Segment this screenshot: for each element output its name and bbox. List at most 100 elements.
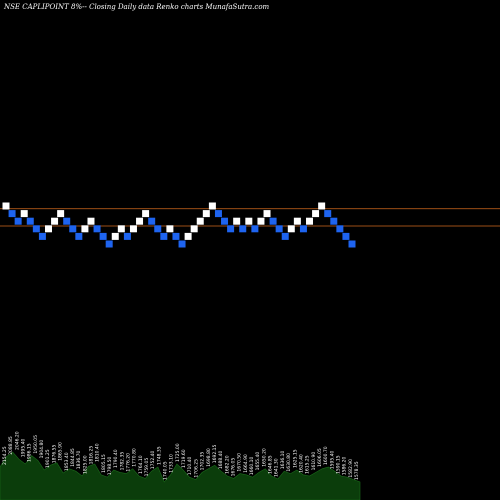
renko-brick [63, 217, 71, 225]
volume-label: 1702.35 [200, 452, 206, 471]
renko-brick [148, 217, 156, 225]
volume-label: 1606.05 [317, 448, 323, 467]
volume-label: 1748.35 [156, 446, 162, 465]
volume-label: 1865.90 [58, 442, 64, 461]
renko-brick [166, 225, 174, 233]
volume-label: 1590.15 [335, 455, 341, 474]
renko-brick [312, 210, 320, 218]
volume-label: 1620.40 [298, 454, 304, 473]
brick-group [2, 202, 356, 248]
volume-label: 1578.35 [354, 461, 360, 480]
volume-label: 1625.15 [292, 449, 298, 468]
volume-label: 1646.85 [268, 455, 274, 474]
renko-brick [20, 210, 28, 218]
volume-label: 1844.85 [70, 448, 76, 467]
volume-label: 1752.40 [150, 450, 156, 469]
volume-label: 1776.20 [126, 453, 132, 472]
volume-label: 1816.25 [88, 446, 94, 465]
volume-label: 1706.25 [193, 459, 199, 478]
volume-label: 1698.80 [206, 448, 212, 467]
volume-label: 1655.40 [255, 452, 261, 471]
volume-label: 1692.15 [212, 444, 218, 463]
volume-label: 1676.05 [230, 458, 236, 477]
renko-brick [172, 232, 180, 240]
renko-brick [2, 202, 10, 210]
renko-brick [32, 225, 40, 233]
renko-brick [318, 202, 326, 210]
volume-label: 1770.80 [132, 448, 138, 467]
renko-brick [8, 210, 16, 218]
renko-brick [269, 217, 277, 225]
renko-brick [342, 232, 350, 240]
renko-brick [251, 225, 259, 233]
renko-brick [214, 210, 222, 218]
volume-label: 2154.25 [2, 446, 8, 465]
volume-label: 1901.25 [45, 449, 51, 468]
volume-label: 1610.90 [311, 452, 317, 471]
volume-label: 1615.25 [305, 455, 311, 474]
volume-label: 1630.80 [286, 453, 292, 472]
renko-brick [26, 217, 34, 225]
renko-brick [184, 232, 192, 240]
renko-brick [208, 202, 216, 210]
renko-brick [142, 210, 150, 218]
renko-brick [136, 217, 144, 225]
renko-brick [123, 232, 131, 240]
volume-label: 1782.35 [119, 452, 125, 471]
renko-brick [330, 217, 338, 225]
renko-brick [336, 225, 344, 233]
renko-brick [293, 217, 301, 225]
renko-brick [51, 217, 59, 225]
volume-label: 1586.20 [342, 456, 348, 475]
renko-brick [299, 225, 307, 233]
volume-label: 2046.20 [14, 431, 20, 450]
renko-brick [306, 217, 314, 225]
volume-label: 2088.85 [8, 436, 14, 455]
volume-label: 1836.70 [76, 450, 82, 469]
renko-brick [348, 240, 356, 248]
volume-label: 1950.05 [33, 435, 39, 454]
renko-brick [99, 232, 107, 240]
renko-brick [233, 217, 241, 225]
volume-label: 1636.10 [280, 450, 286, 469]
renko-brick [105, 240, 113, 248]
renko-brick [178, 240, 186, 248]
volume-label: 1790.40 [113, 449, 119, 468]
volume-label: 1650.20 [261, 448, 267, 467]
volume-label: 1876.55 [51, 444, 57, 463]
renko-brick [93, 225, 101, 233]
renko-brick [111, 232, 119, 240]
renko-brick [221, 217, 229, 225]
volume-area-shape [0, 451, 361, 500]
volume-label: 1740.05 [163, 461, 169, 480]
renko-brick [69, 225, 77, 233]
volume-label: 1798.50 [107, 456, 113, 475]
renko-brick [287, 225, 295, 233]
renko-brick [275, 225, 283, 233]
volume-label: 1825.00 [82, 455, 88, 474]
volume-area [0, 451, 361, 500]
renko-brick [129, 225, 137, 233]
volume-label: 1710.40 [187, 456, 193, 475]
volume-label: 1759.05 [144, 458, 150, 477]
renko-brick [239, 225, 247, 233]
volume-label: 1719.60 [181, 449, 187, 468]
volume-label: 1986.15 [27, 443, 33, 462]
renko-brick [281, 232, 289, 240]
renko-brick [190, 225, 198, 233]
renko-brick [57, 210, 65, 218]
renko-brick [38, 232, 46, 240]
volume-label: 1688.40 [218, 450, 224, 469]
renko-brick [245, 217, 253, 225]
renko-brick [196, 217, 204, 225]
volume-label: 1682.20 [224, 455, 230, 474]
volume-label: 1995.40 [21, 438, 27, 457]
renko-brick [117, 225, 125, 233]
volume-label: 1595.40 [329, 450, 335, 469]
volume-label: 1853.40 [64, 452, 70, 471]
volume-label: 1805.15 [101, 454, 107, 473]
renko-brick [160, 232, 168, 240]
volume-label: 1725.00 [175, 443, 181, 462]
renko-brick [227, 225, 235, 233]
